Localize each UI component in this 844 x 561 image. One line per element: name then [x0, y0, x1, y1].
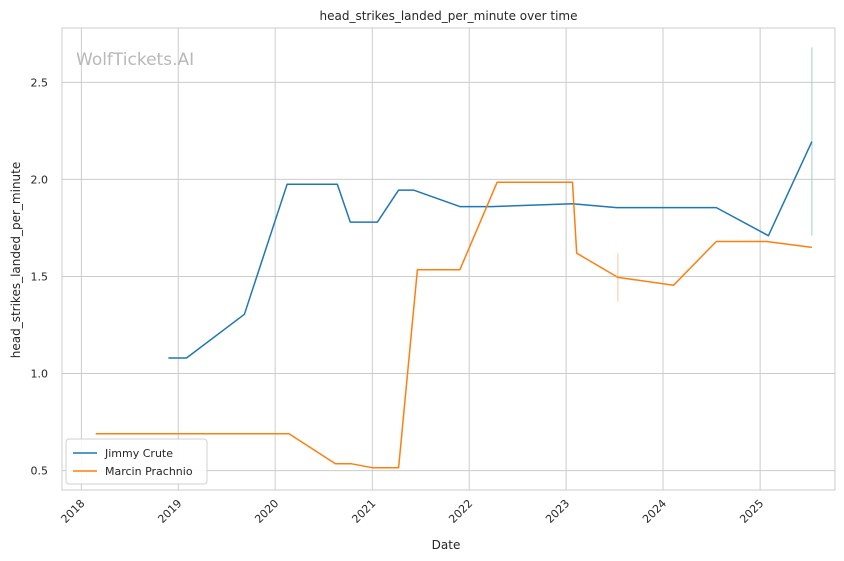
- grid: [62, 28, 835, 490]
- x-axis-label: Date: [432, 538, 461, 552]
- y-tick-label: 1.0: [31, 368, 49, 381]
- y-axis-label: head_strikes_landed_per_minute: [9, 162, 23, 359]
- chart-title: head_strikes_landed_per_minute over time: [319, 9, 577, 23]
- series-line-jimmy-crute: [168, 141, 813, 359]
- legend-label-jimmy-crute: Jimmy Crute: [104, 447, 173, 460]
- series-lines: [95, 141, 813, 469]
- legend: Jimmy Crute Marcin Prachnio: [65, 438, 208, 485]
- y-tick-label: 2.0: [31, 173, 49, 186]
- y-tick-label: 2.5: [31, 76, 49, 89]
- legend-box: [65, 438, 208, 485]
- watermark: WolfTickets.AI: [76, 50, 194, 70]
- y-tick-label: 1.5: [31, 270, 49, 283]
- series-line-marcin-prachnio: [95, 181, 812, 469]
- plot-frame: [61, 27, 836, 491]
- plot-area: [62, 28, 835, 490]
- legend-label-marcin-prachnio: Marcin Prachnio: [105, 465, 193, 478]
- y-tick-label: 0.5: [31, 465, 49, 478]
- y-tick-labels: 0.5 1.0 1.5 2.0 2.5: [31, 76, 49, 477]
